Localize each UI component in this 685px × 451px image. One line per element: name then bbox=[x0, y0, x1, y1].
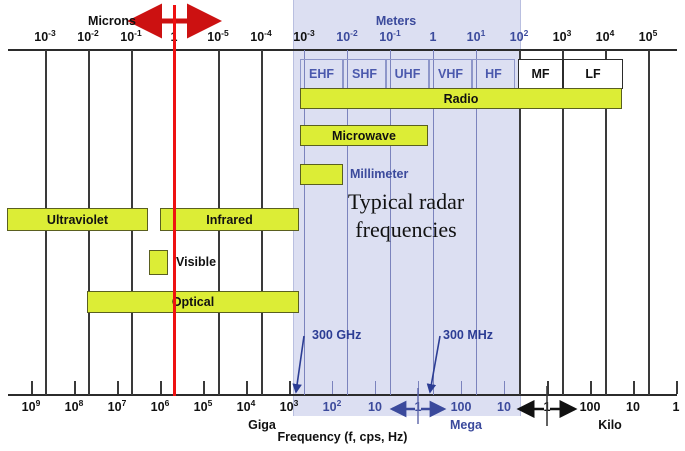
top-tick-7: 10-2 bbox=[336, 27, 358, 44]
radar-frequency-region bbox=[293, 0, 521, 416]
radar-callout: Typical radar frequencies bbox=[293, 188, 519, 244]
top-tick-2: 10-1 bbox=[120, 27, 142, 44]
gridline-8 bbox=[390, 50, 391, 395]
band-cell-mf: MF bbox=[518, 59, 563, 89]
bottom-tickmark-2 bbox=[117, 381, 119, 394]
figure-caption: Frequency (f, cps, Hz) bbox=[277, 430, 408, 444]
bottom-tickmark-9 bbox=[418, 381, 419, 394]
bottom-tickmark-14 bbox=[633, 381, 635, 394]
top-tick-8: 10-1 bbox=[379, 27, 401, 44]
bottom-tick-0: 109 bbox=[21, 397, 41, 414]
bottom-tickmark-5 bbox=[246, 381, 248, 394]
bottom-tick-1: 108 bbox=[64, 397, 84, 414]
bottom-tick-3: 106 bbox=[150, 397, 170, 414]
bottom-axis-rule bbox=[8, 394, 677, 396]
bottom-tick-12: 1 bbox=[543, 400, 551, 414]
bottom-tickmark-0 bbox=[31, 381, 33, 394]
bar-label-millimeter: Millimeter bbox=[350, 167, 409, 181]
gridline-10 bbox=[476, 50, 477, 395]
unit-giga: Giga bbox=[248, 418, 276, 432]
bottom-tickmark-8 bbox=[375, 381, 376, 394]
bottom-tick-10: 100 bbox=[450, 400, 472, 414]
gridline-12 bbox=[562, 50, 564, 395]
bottom-tickmark-13 bbox=[590, 381, 592, 394]
bottom-tickmark-15 bbox=[676, 381, 678, 394]
bottom-tickmark-11 bbox=[504, 381, 505, 394]
meters-unit-label: Meters bbox=[375, 14, 417, 28]
bottom-tickmark-1 bbox=[74, 381, 76, 394]
bottom-tick-15: 1 bbox=[672, 400, 680, 414]
bar-millimeter bbox=[300, 164, 343, 185]
bar-visible bbox=[149, 250, 168, 275]
band-cell-uhf: UHF bbox=[386, 59, 429, 89]
band-cell-ehf: EHF bbox=[300, 59, 343, 89]
bar-infrared: Infrared bbox=[160, 208, 299, 231]
band-cell-shf: SHF bbox=[343, 59, 386, 89]
gridline-13 bbox=[605, 50, 607, 395]
bar-label-visible: Visible bbox=[176, 255, 217, 269]
band-cell-lf: LF bbox=[563, 59, 623, 89]
bottom-tick-9: 1 bbox=[414, 400, 422, 414]
band-cell-vhf: VHF bbox=[429, 59, 472, 89]
bottom-tickmark-10 bbox=[461, 381, 462, 394]
gridline-7 bbox=[347, 50, 348, 395]
gridline-14 bbox=[648, 50, 650, 395]
bottom-tick-4: 105 bbox=[193, 397, 213, 414]
bottom-tickmark-12 bbox=[547, 381, 549, 394]
bottom-tickmark-3 bbox=[160, 381, 162, 394]
top-tick-3: 1 bbox=[170, 30, 178, 44]
bar-optical: Optical bbox=[87, 291, 299, 313]
top-tick-1: 10-2 bbox=[77, 27, 99, 44]
bottom-tickmark-4 bbox=[203, 381, 205, 394]
gridline-9 bbox=[433, 50, 434, 395]
bottom-tick-13: 100 bbox=[579, 400, 601, 414]
top-tick-10: 101 bbox=[466, 27, 486, 44]
top-tick-14: 105 bbox=[638, 27, 658, 44]
top-tick-13: 104 bbox=[595, 27, 615, 44]
unit-kilo: Kilo bbox=[598, 418, 622, 432]
bar-radio: Radio bbox=[300, 88, 622, 109]
bar-microwave: Microwave bbox=[300, 125, 428, 146]
bottom-tick-7: 102 bbox=[322, 397, 342, 414]
gridline-6 bbox=[304, 50, 305, 395]
bottom-tick-8: 10 bbox=[368, 400, 382, 414]
bottom-tick-11: 10 bbox=[497, 400, 511, 414]
bar-ultraviolet: Ultraviolet bbox=[7, 208, 148, 231]
top-tick-9: 1 bbox=[429, 30, 437, 44]
bottom-tick-2: 107 bbox=[107, 397, 127, 414]
top-tick-12: 103 bbox=[552, 27, 572, 44]
top-tick-4: 10-5 bbox=[207, 27, 229, 44]
bottom-tick-5: 104 bbox=[236, 397, 256, 414]
bottom-tickmark-6 bbox=[289, 381, 291, 394]
300-ghz-annotation: 300 GHz bbox=[312, 328, 362, 342]
top-tick-5: 10-4 bbox=[250, 27, 272, 44]
radar-callout-line2: frequencies bbox=[355, 217, 457, 243]
gridline-11 bbox=[519, 50, 521, 395]
bottom-tick-6: 103 bbox=[279, 397, 299, 414]
bottom-tick-14: 10 bbox=[626, 400, 640, 414]
top-axis-rule bbox=[8, 49, 677, 51]
radar-callout-line1: Typical radar bbox=[347, 189, 465, 214]
unit-mega: Mega bbox=[450, 418, 482, 432]
top-tick-6: 10-3 bbox=[293, 27, 315, 44]
microns-unit-label: Microns bbox=[88, 14, 136, 28]
band-cell-hf: HF bbox=[472, 59, 515, 89]
top-tick-0: 10-3 bbox=[34, 27, 56, 44]
top-tick-11: 102 bbox=[509, 27, 529, 44]
300-mhz-annotation: 300 MHz bbox=[443, 328, 494, 342]
bottom-tickmark-7 bbox=[332, 381, 333, 394]
